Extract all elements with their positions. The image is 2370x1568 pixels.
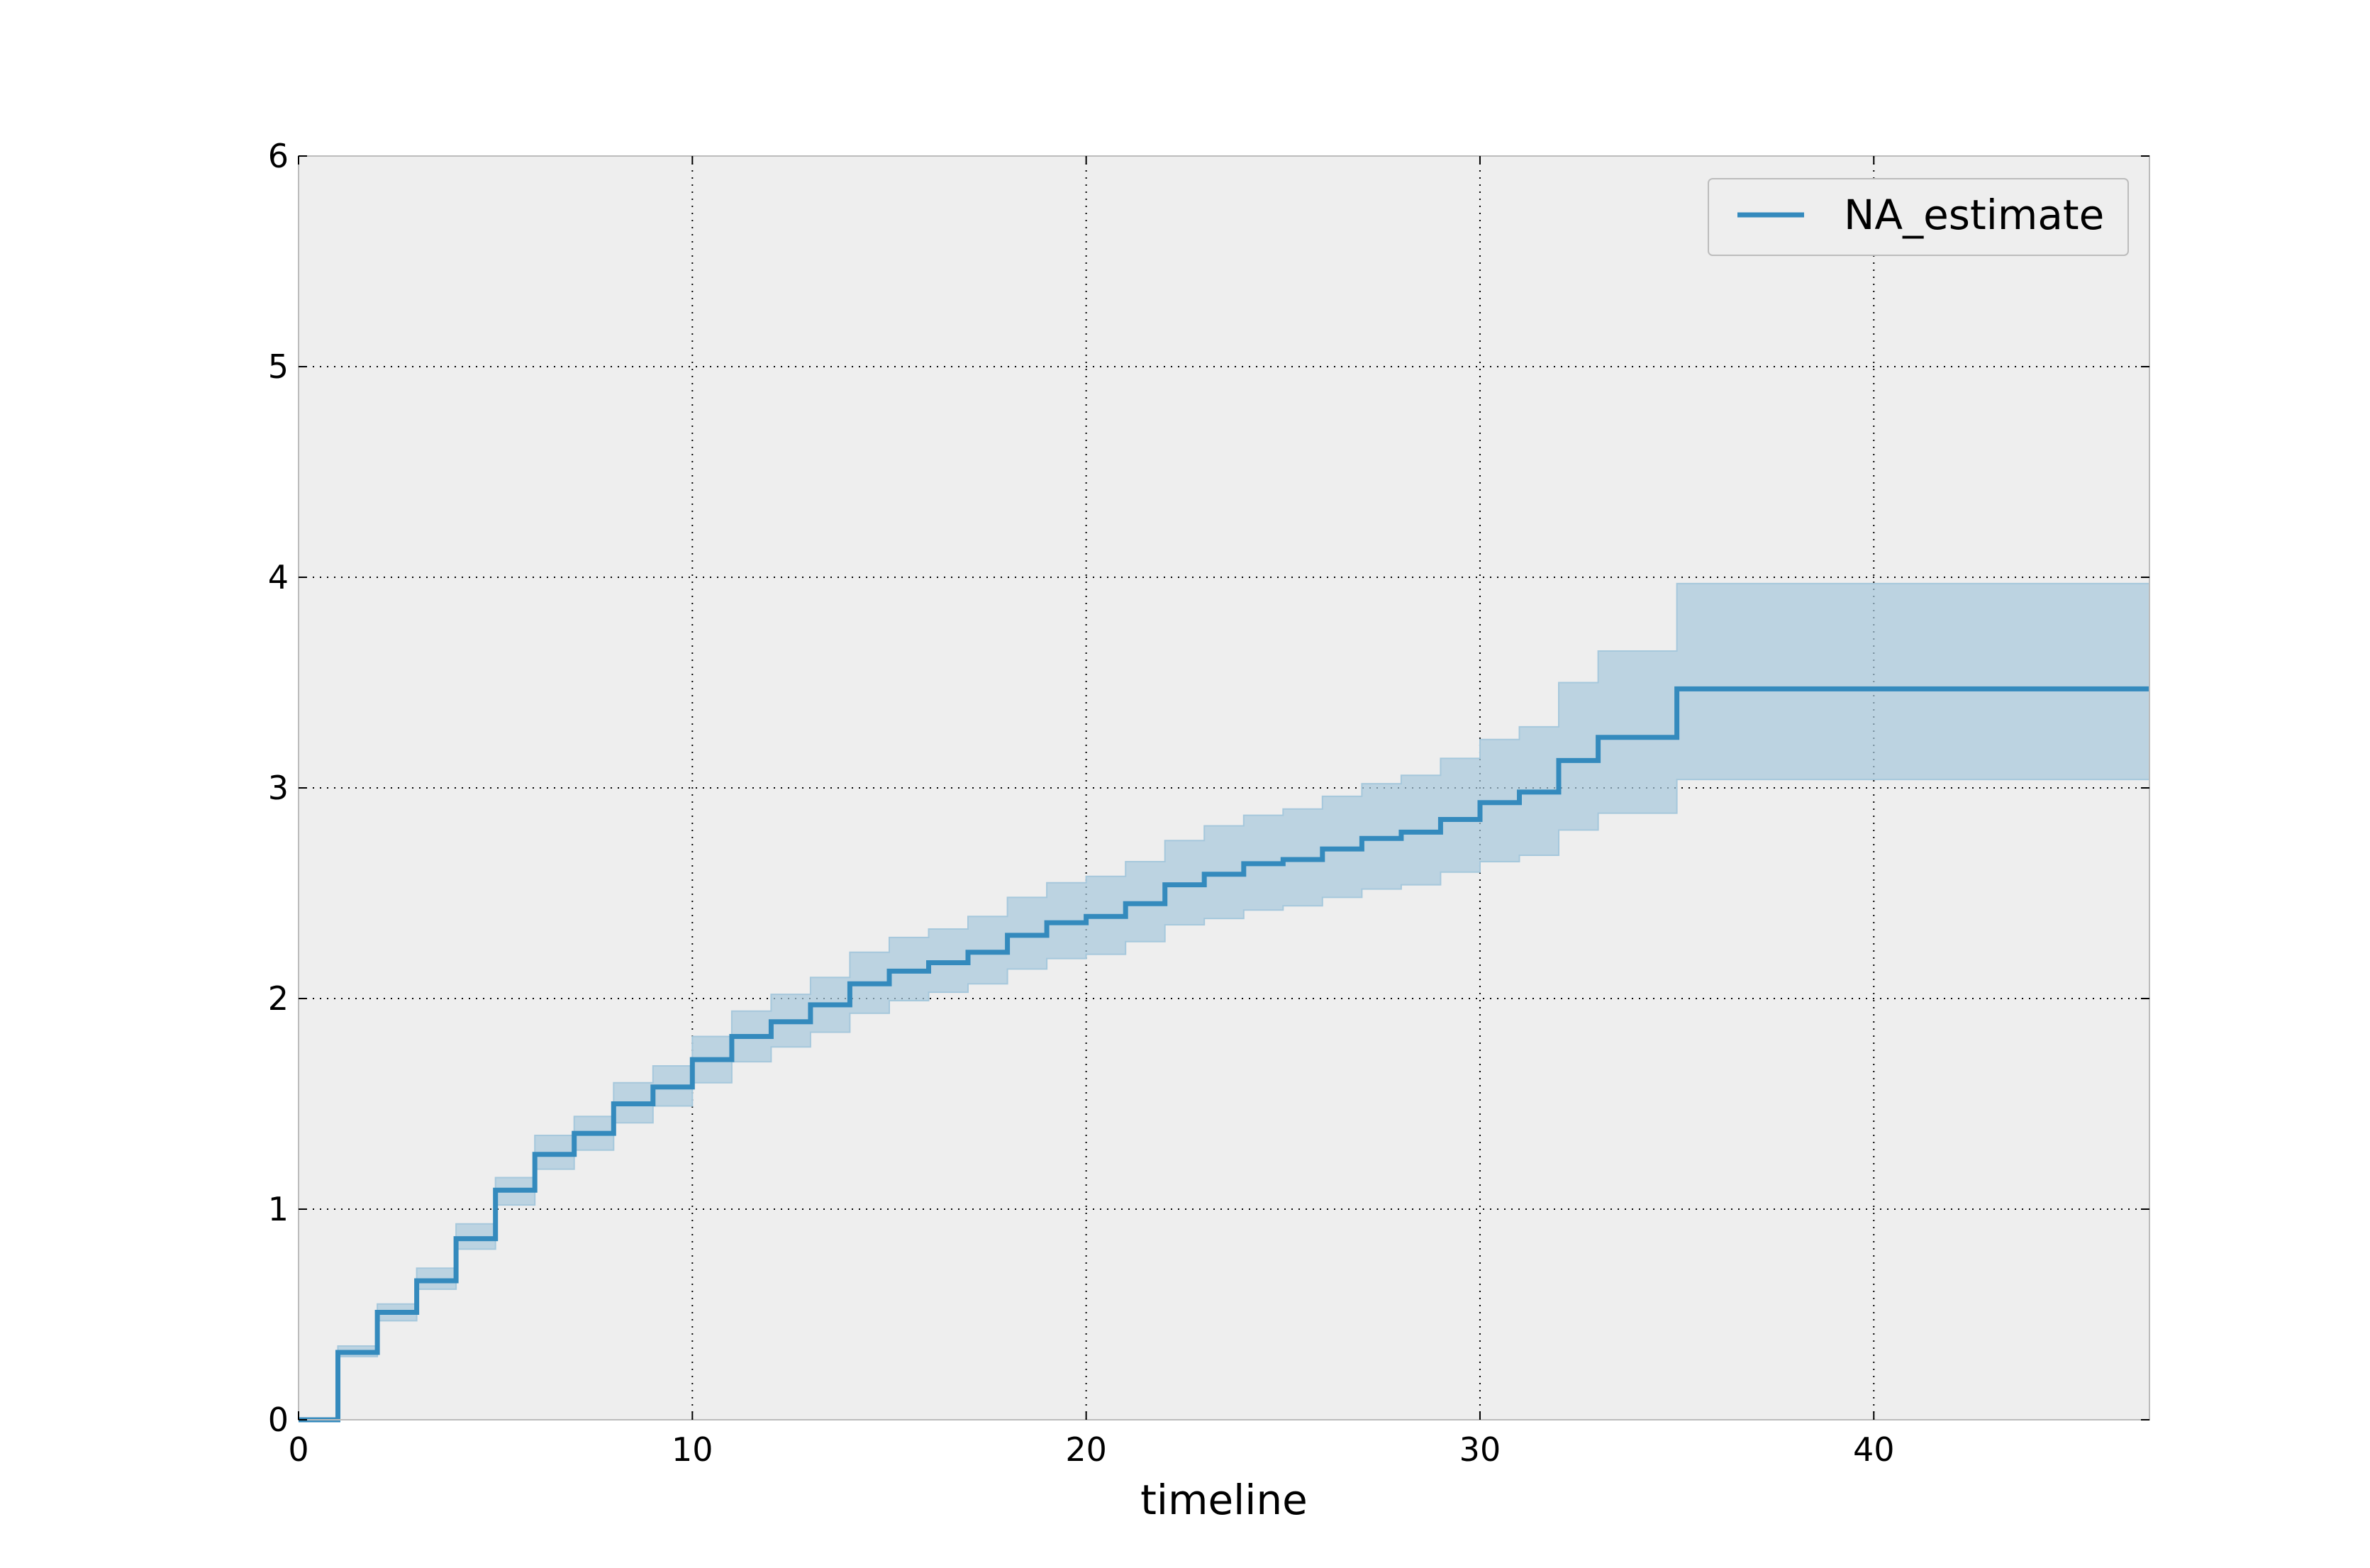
y-tick-label: 5 <box>268 347 289 386</box>
x-axis-label: timeline <box>1140 1476 1308 1524</box>
x-tick-label: 30 <box>1459 1430 1501 1469</box>
y-tick-label: 3 <box>268 769 289 807</box>
x-tick-label: 0 <box>288 1430 308 1469</box>
y-tick-label: 1 <box>268 1190 289 1228</box>
y-tick-label: 2 <box>268 979 289 1018</box>
series-line-group <box>299 686 2149 1423</box>
y-tick-labels: 0 1 2 3 4 5 6 <box>268 137 289 1439</box>
x-tick-label: 10 <box>672 1430 713 1469</box>
plot-background <box>299 156 2149 1420</box>
y-tick-label: 0 <box>268 1401 289 1439</box>
na-estimate-line <box>299 686 2149 1423</box>
y-tick-label: 4 <box>268 558 289 596</box>
x-tick-labels: 0 10 20 30 40 <box>288 1430 1894 1469</box>
legend: NA_estimate <box>1708 178 2129 256</box>
x-tick-label: 40 <box>1853 1430 1895 1469</box>
legend-box <box>1708 178 2129 256</box>
legend-label: NA_estimate <box>1844 191 2104 239</box>
tick-marks <box>298 155 2149 1420</box>
y-tick-label: 6 <box>268 137 289 175</box>
x-tick-label: 20 <box>1065 1430 1107 1469</box>
